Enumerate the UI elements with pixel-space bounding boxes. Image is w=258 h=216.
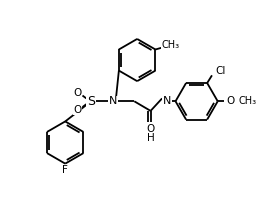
Text: O: O [226,96,234,106]
Text: O: O [74,105,82,115]
Text: H: H [147,133,155,143]
Text: O: O [147,124,155,134]
Text: CH₃: CH₃ [162,40,180,50]
Text: Cl: Cl [216,65,226,76]
Text: N: N [163,96,171,106]
Text: O: O [74,88,82,98]
Text: S: S [87,95,95,108]
Text: N: N [109,96,117,106]
Text: CH₃: CH₃ [239,96,257,106]
Text: F: F [62,165,68,175]
